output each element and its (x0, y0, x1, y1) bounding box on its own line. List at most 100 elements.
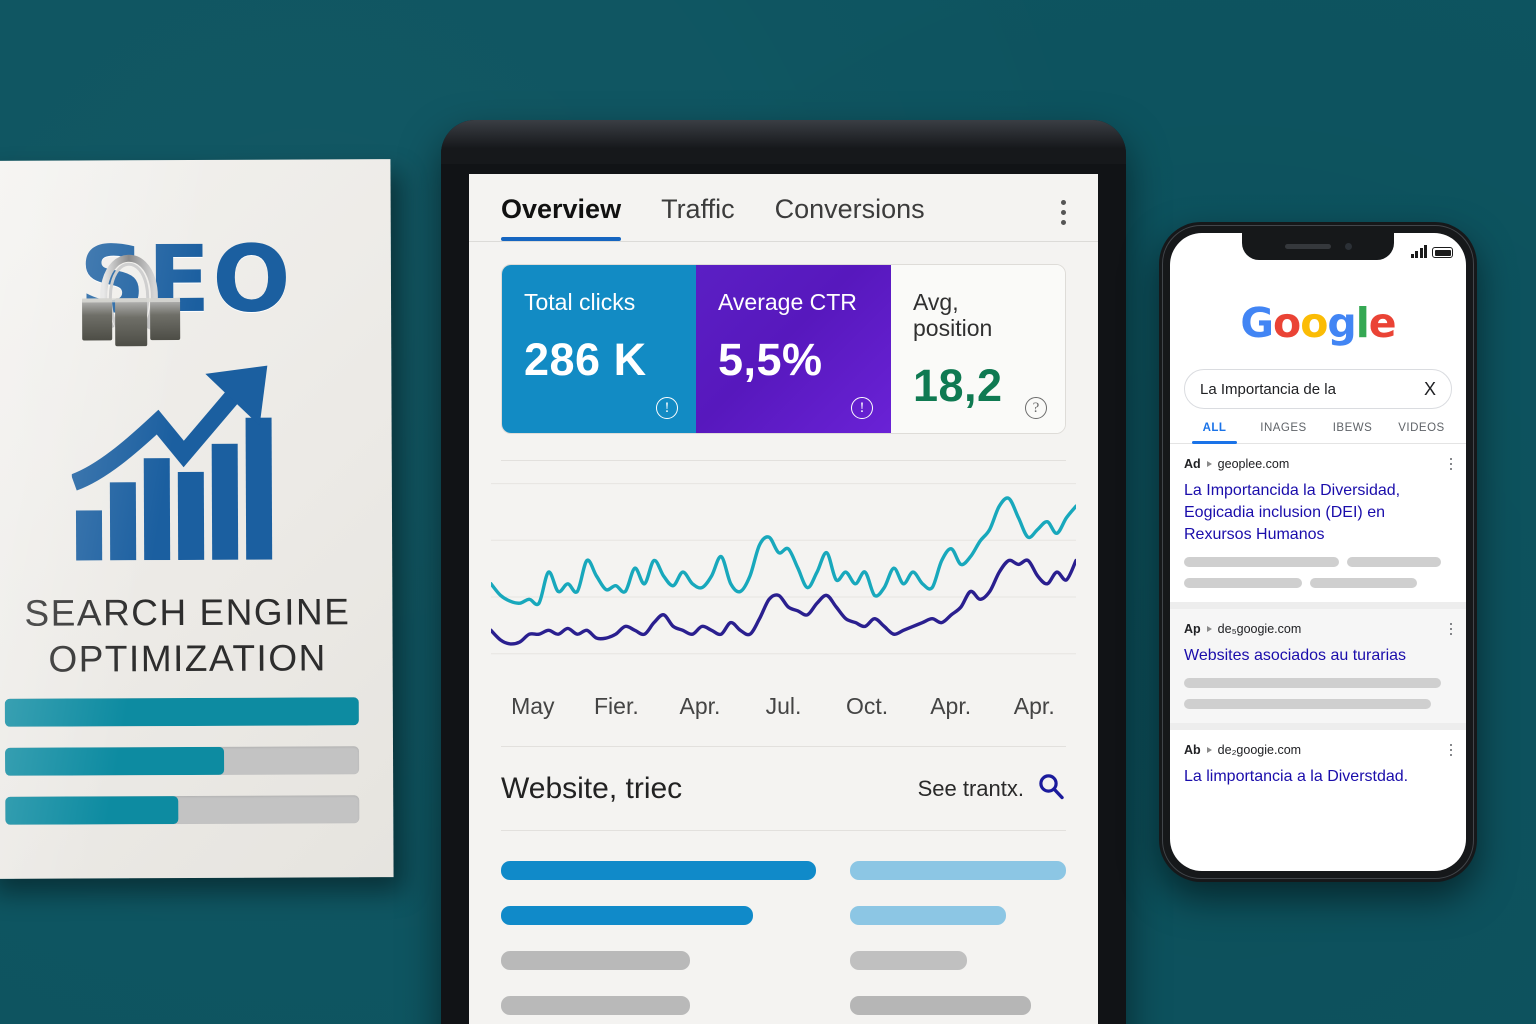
x-tick-5: Apr. (930, 693, 972, 719)
website-section-header: Website, triec See trantx. (501, 771, 1066, 806)
search-result-item[interactable]: Ad geoplee.com La Importancida la Divers… (1170, 444, 1466, 602)
tab-conversions[interactable]: Conversions (774, 194, 925, 224)
seo-growth-chart-icon (70, 359, 302, 565)
google-tabs: ALL INAGES IBEWS VIDEOS (1170, 422, 1466, 444)
info-icon-average-ctr[interactable]: ! (851, 397, 873, 419)
tab-all[interactable]: ALL (1180, 422, 1249, 444)
traffic-line-chart (491, 471, 1076, 681)
x-tick-4: Oct. (846, 693, 889, 719)
result-snippet-skeleton (1184, 578, 1452, 588)
skeleton-row (850, 861, 1066, 880)
result-ad-badge: Ad (1184, 457, 1201, 471)
section-title: Website, triec (501, 771, 683, 805)
see-more-label: See trantx. (917, 775, 1024, 801)
result-menu-icon[interactable] (1449, 743, 1452, 757)
result-title[interactable]: La limportancia a la Diverstdad. (1184, 768, 1409, 785)
progress-bar-3 (5, 795, 360, 825)
tablet-device: Overview Traffic Conversions Total click… (441, 120, 1126, 1024)
search-result-item[interactable]: Ab de₂googie.com La limportancia a la Di… (1170, 730, 1466, 802)
tab-traffic[interactable]: Traffic (661, 194, 735, 224)
phone-status-bar (1410, 245, 1453, 258)
tab-videos[interactable]: VIDEOS (1398, 422, 1445, 434)
see-more-button[interactable]: See trantx. (918, 771, 1066, 806)
clear-search-icon[interactable]: X (1423, 378, 1436, 399)
search-input[interactable]: La Importancia de la X (1184, 369, 1452, 409)
phone-device: Google La Importancia de la X ALL INAGES… (1159, 222, 1477, 882)
section-divider (501, 830, 1066, 831)
metric-value-average-ctr: 5,5% (718, 334, 823, 385)
chart-divider (501, 746, 1066, 747)
progress-bar-3-fill (5, 796, 179, 825)
chart-x-axis: May Fier. Apr. Jul. Oct. Apr. Apr. (491, 693, 1076, 720)
result-url: de₅googie.com (1217, 622, 1302, 636)
search-result-item[interactable]: Ap de₅googie.com Websites asociados au t… (1170, 609, 1466, 723)
chart-line-impressions (491, 560, 1076, 644)
x-tick-2: Apr. (679, 693, 721, 719)
logo-letter: e (1368, 299, 1397, 347)
result-title[interactable]: La Importancida la Diversidad, Eogicadia… (1184, 482, 1401, 543)
logo-letter: o (1300, 299, 1328, 347)
metric-card-avg-position[interactable]: Avg, position 18,2 ? (891, 265, 1065, 433)
result-snippet-skeleton (1184, 557, 1452, 567)
info-icon-total-clicks[interactable]: ! (656, 397, 678, 419)
front-camera-icon (1344, 243, 1352, 250)
help-icon-avg-position[interactable]: ? (1025, 397, 1047, 419)
result-url: de₂googie.com (1217, 743, 1302, 757)
skeleton-row (501, 996, 690, 1015)
earpiece-speaker-icon (1284, 244, 1331, 249)
metrics-card-group: Total clicks 286 K ! Average CTR 5,5% ! … (501, 264, 1066, 434)
tabs-divider (469, 241, 1098, 242)
x-tick-3: Jul. (765, 693, 802, 719)
logo-letter: g (1327, 299, 1356, 347)
skeleton-row (850, 996, 1032, 1015)
results-skeleton (501, 861, 1066, 1024)
progress-bar-2 (4, 746, 360, 776)
phone-notch (1242, 233, 1394, 260)
result-title[interactable]: Websites asociados au turarias (1184, 647, 1407, 664)
result-header: Ad geoplee.com (1184, 457, 1452, 471)
seo-progress-bars (4, 697, 360, 846)
seo-clipboard: SEO SEARCH ENGINE OPTIMIZATION (0, 159, 394, 879)
chevron-right-icon (1206, 626, 1212, 632)
chevron-right-icon (1206, 461, 1212, 467)
metric-label-average-ctr: Average CTR (718, 289, 857, 315)
result-separator (1170, 723, 1466, 730)
seo-subtitle-line2: OPTIMIZATION (48, 637, 327, 680)
result-header: Ap de₅googie.com (1184, 622, 1452, 636)
skeleton-column-right (850, 861, 1066, 1024)
result-menu-icon[interactable] (1449, 457, 1452, 471)
search-input-value: La Importancia de la (1200, 380, 1336, 398)
metric-label-avg-position: Avg, position (913, 289, 993, 341)
chart-line-clicks (491, 498, 1076, 605)
metric-card-total-clicks[interactable]: Total clicks 286 K ! (502, 265, 696, 433)
progress-bar-1 (4, 697, 359, 727)
tab-overview[interactable]: Overview (501, 194, 622, 241)
cell-signal-icon (1410, 245, 1427, 258)
logo-letter: G (1240, 299, 1274, 347)
logo-letter: l (1355, 299, 1370, 347)
result-snippet-skeleton (1184, 678, 1452, 688)
result-menu-icon[interactable] (1449, 622, 1452, 636)
dashboard-tabs: Overview Traffic Conversions (469, 174, 1098, 241)
skeleton-bar (1184, 678, 1442, 688)
metric-label-total-clicks: Total clicks (524, 289, 636, 315)
result-url: geoplee.com (1217, 457, 1290, 471)
tab-news[interactable]: IBEWS (1332, 422, 1373, 434)
metric-value-avg-position: 18,2 (913, 360, 1003, 411)
result-snippet-skeleton (1184, 699, 1452, 709)
x-tick-1: Fier. (594, 693, 639, 719)
chart-svg (491, 471, 1076, 681)
google-logo: Google (1170, 299, 1466, 347)
chevron-right-icon (1206, 747, 1212, 753)
skeleton-column-left (501, 861, 816, 1024)
phone-screen: Google La Importancia de la X ALL INAGES… (1170, 233, 1466, 871)
skeleton-bar (1347, 557, 1442, 567)
skeleton-bar (1309, 578, 1418, 588)
battery-icon (1432, 247, 1453, 258)
progress-bar-2-fill (4, 746, 225, 776)
kebab-menu-icon[interactable] (1061, 194, 1066, 225)
search-icon[interactable] (1036, 771, 1066, 806)
metric-card-average-ctr[interactable]: Average CTR 5,5% ! (696, 265, 891, 433)
tab-images[interactable]: INAGES (1260, 422, 1307, 434)
metric-value-total-clicks: 286 K (524, 334, 647, 385)
